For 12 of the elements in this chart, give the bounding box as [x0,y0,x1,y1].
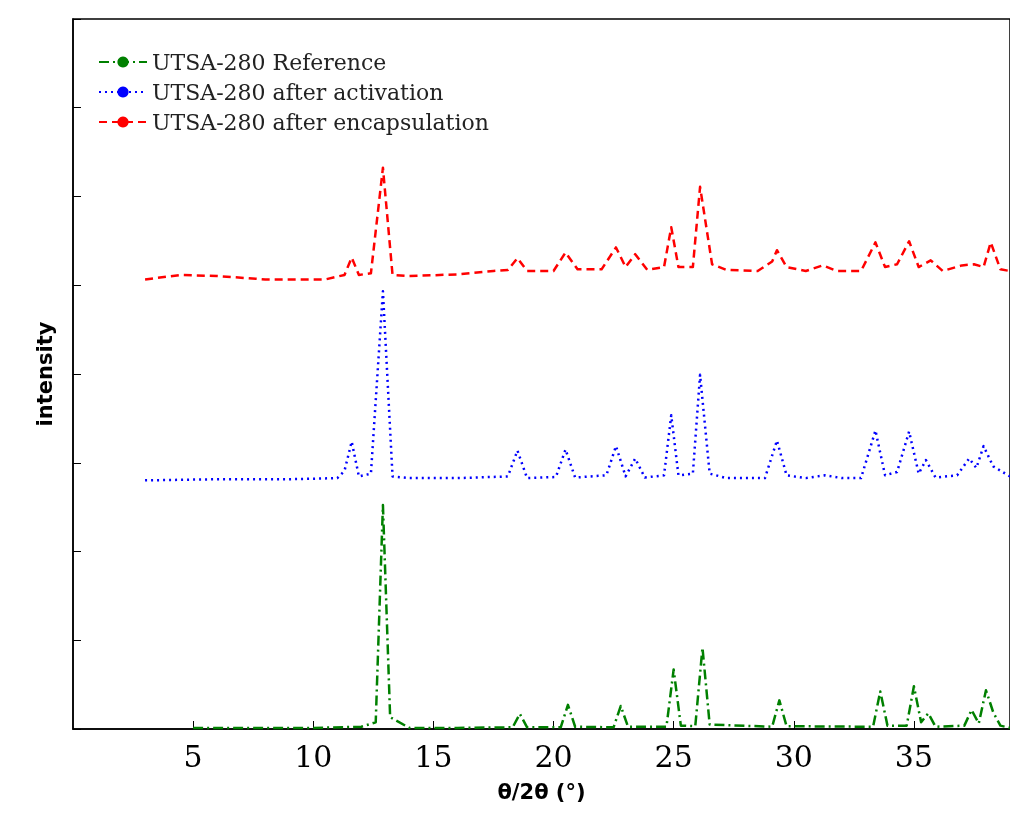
legend-label: UTSA-280 after activation [152,79,444,105]
x-tick-label: 5 [183,738,203,774]
legend-label: UTSA-280 after encapsulation [152,109,489,135]
y-axis-title: intensity [32,321,57,427]
x-tick-label: 10 [294,738,333,774]
x-tick-label: 25 [654,738,693,774]
x-tick-label: 15 [414,738,453,774]
legend-label: UTSA-280 Reference [152,49,387,75]
x-tick-label: 35 [894,738,933,774]
x-tick-label: 30 [774,738,813,774]
x-axis-title: θ/2θ (°) [497,779,586,804]
x-tick-label: 20 [534,738,573,774]
